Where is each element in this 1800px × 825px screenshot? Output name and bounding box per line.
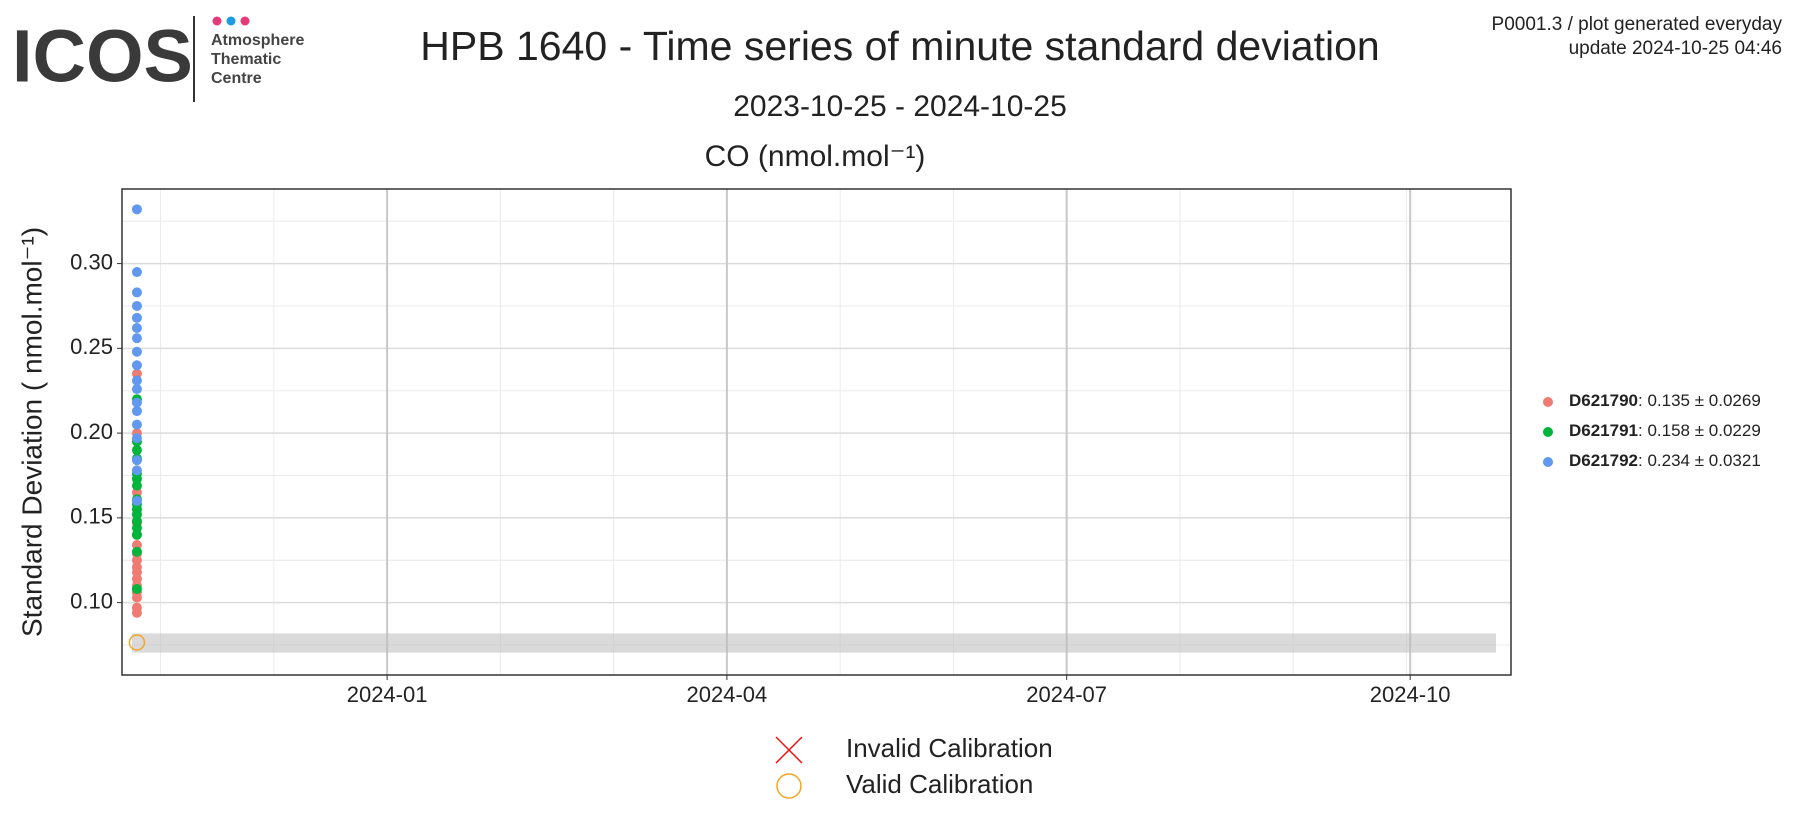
valid-marker — [776, 773, 802, 799]
header-update: update 2024-10-25 04:46 — [1569, 38, 1782, 59]
point — [131, 455, 142, 466]
legend-marker — [1543, 397, 1553, 407]
point — [131, 267, 142, 278]
point — [131, 287, 142, 298]
valid-calibration-point — [128, 634, 146, 651]
x-tick-label: 2024-10 — [1370, 682, 1451, 707]
point — [131, 433, 142, 444]
y-tick-label: 0.20 — [70, 419, 113, 444]
x-tick-label: 2024-04 — [687, 682, 768, 707]
plot-frame — [121, 188, 1512, 676]
legend-label: D621792: 0.234 ± 0.0321 — [1569, 451, 1761, 470]
point — [131, 584, 142, 595]
point — [131, 397, 142, 408]
y-tick-label: 0.15 — [70, 504, 113, 529]
chart-subtitle: 2023-10-25 - 2024-10-25 — [733, 90, 1067, 123]
legend-summary: : 0.234 ± 0.0321 — [1638, 451, 1761, 470]
point — [131, 384, 142, 395]
point — [131, 360, 142, 371]
point — [131, 419, 142, 430]
point — [131, 300, 142, 311]
point — [131, 546, 142, 557]
point — [131, 445, 142, 456]
legend-label: Valid Calibration — [846, 769, 1033, 799]
point — [131, 495, 142, 506]
logo-dot — [240, 16, 250, 26]
logo-dot — [226, 16, 236, 26]
legend-name: D621790 — [1569, 391, 1638, 410]
point — [131, 346, 142, 357]
point — [131, 465, 142, 476]
point — [131, 602, 142, 613]
invalid-marker — [775, 736, 803, 764]
legend-label: D621791: 0.158 ± 0.0229 — [1569, 421, 1761, 440]
legend-name: D621791 — [1569, 421, 1638, 440]
legend-summary: : 0.135 ± 0.0269 — [1638, 391, 1761, 410]
logo-text: Atmosphere — [211, 32, 304, 49]
header-info: P0001.3 / plot generated everyday — [1492, 14, 1783, 35]
x-tick-label: 2024-07 — [1026, 682, 1107, 707]
y-axis-label: Standard Deviation ( nmol.mol⁻¹) — [16, 227, 47, 637]
point — [131, 204, 142, 215]
point — [131, 312, 142, 323]
logo-dot — [212, 16, 222, 26]
legend-name: D621792 — [1569, 451, 1638, 470]
legend-label: Invalid Calibration — [846, 733, 1053, 763]
logo-text: Centre — [211, 70, 262, 87]
x-tick-label: 2024-01 — [347, 682, 428, 707]
y-tick-label: 0.30 — [70, 249, 113, 274]
y-tick-label: 0.10 — [70, 588, 113, 613]
point — [131, 406, 142, 417]
legend-marker — [1543, 427, 1553, 437]
point — [131, 323, 142, 334]
y-tick-label: 0.25 — [70, 334, 113, 359]
chart-title: HPB 1640 - Time series of minute standar… — [420, 23, 1379, 69]
logo-text: Thematic — [211, 51, 281, 68]
panel-title: CO (nmol.mol⁻¹) — [705, 140, 926, 173]
legend-label: D621790: 0.135 ± 0.0269 — [1569, 391, 1761, 410]
legend-marker — [1543, 457, 1553, 467]
legend-summary: : 0.158 ± 0.0229 — [1638, 421, 1761, 440]
point — [131, 375, 142, 386]
logo-name: ICOS — [12, 15, 193, 98]
calibration-band — [132, 633, 1496, 653]
point — [131, 333, 142, 344]
